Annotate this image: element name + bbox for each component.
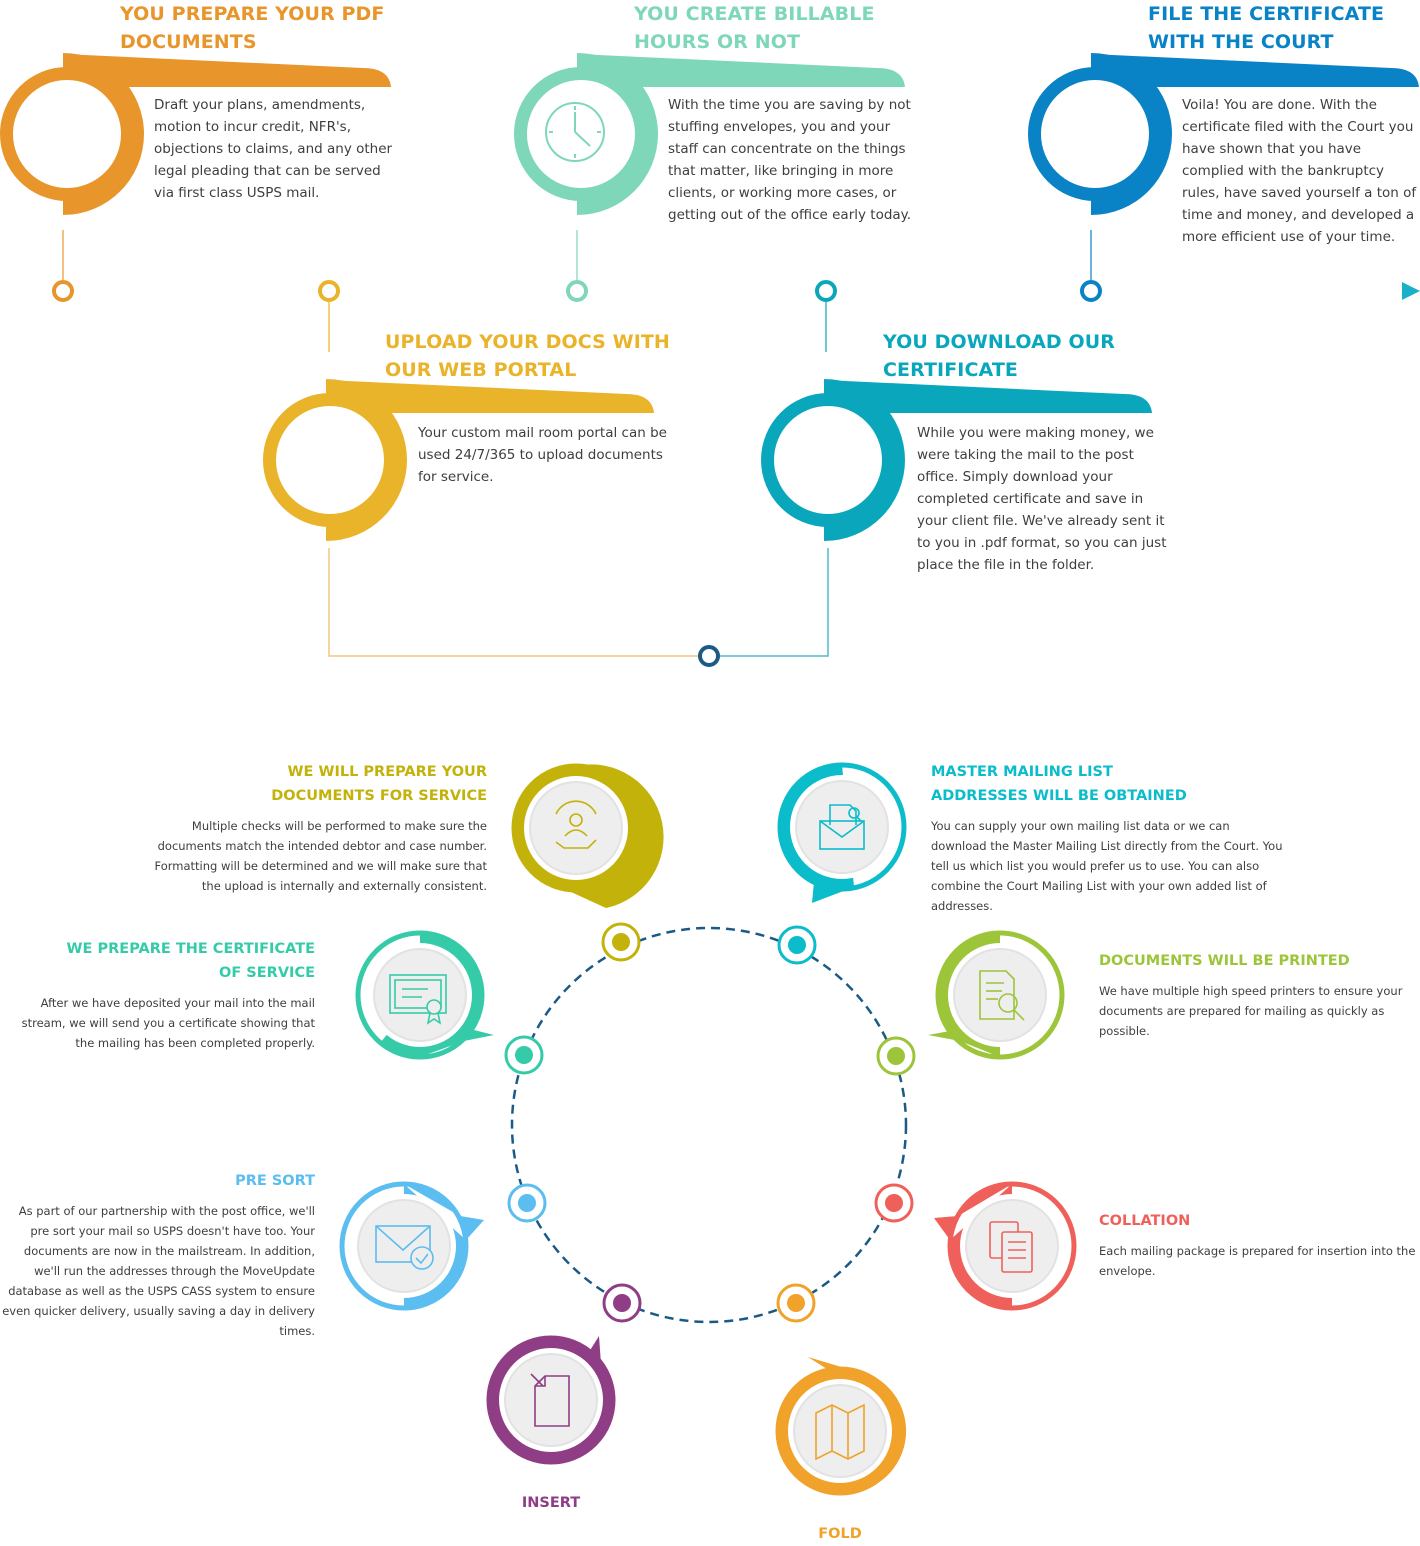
cycle-certificate-title: WE PREPARE THE CERTIFICATE OF SERVICE [66,941,315,981]
timeline-node-1 [52,280,74,302]
timeline-node-4 [815,280,837,302]
cycle-node-certificate [504,1035,544,1075]
cycle-node-collation [874,1183,914,1223]
cycle-nodes [504,922,916,1323]
timeline-node-5 [1080,280,1102,302]
cycle-mailing-list-title: MASTER MAILING LIST ADDRESSES WILL BE OB… [931,764,1187,804]
badge-prepare-pdf [0,53,391,215]
cycle-ring [510,926,908,1324]
cycle-badge-prepare [511,763,664,908]
cycle-badge-collation [934,1181,1077,1311]
cycle-collation-text: Each mailing package is prepared for ins… [1099,1244,1416,1278]
cycle-node-prepare [601,922,641,962]
copy-documents-icon [989,1221,1033,1273]
step3-text: With the time you are saving by not stuf… [668,97,912,223]
cycle-badge-fold [775,1357,907,1496]
cycle-printed-text: We have multiple high speed printers to … [1099,984,1403,1038]
cycle-printed-title: DOCUMENTS WILL BE PRINTED [1099,953,1350,969]
cycle-prepare-title: WE WILL PREPARE YOUR DOCUMENTS FOR SERVI… [271,764,487,804]
badge-download-certificate [761,379,1152,541]
cycle-badge-mailing-list [777,762,907,903]
cycle-node-fold [776,1283,816,1323]
folded-map-icon [815,1403,865,1461]
cycle-node-presort [507,1183,547,1223]
cycle-badge-certificate [355,930,494,1060]
step4-title: YOU DOWNLOAD OUR CERTIFICATE [883,331,1116,381]
timeline-node-3 [566,280,588,302]
cycle-certificate-text: After we have deposited your mail into t… [21,996,315,1050]
cycle-node-insert [602,1283,642,1323]
insert-page-icon [530,1373,570,1427]
clock-icon [545,102,605,162]
badge-file-certificate [1028,53,1419,215]
envelope-search-icon [819,804,865,850]
cycle-collation-title: COLLATION [1099,1213,1191,1229]
cycle-node-printed [876,1036,916,1076]
step5-title: FILE THE CERTIFICATE WITH THE COURT [1148,3,1385,53]
cycle-presort-title: PRE SORT [235,1173,315,1189]
step1-text: Draft your plans, amendments, motion to … [154,97,393,201]
person-check-icon [555,800,597,849]
cycle-badge-presort [339,1181,484,1311]
document-search-icon [979,970,1025,1021]
cycle-badge-printed [928,930,1065,1060]
timeline-nodes [52,280,1102,302]
step5-text: Voila! You are done. With the certificat… [1182,97,1417,245]
step1-title: YOU PREPARE YOUR PDF DOCUMENTS [120,3,385,53]
timeline-arrow-head [1402,282,1420,300]
step3-title: YOU CREATE BILLABLE HOURS OR NOT [634,3,875,53]
cycle-node-mailing-list [777,925,817,965]
timeline-loop-connector [328,548,829,667]
badge-billable-hours [514,53,905,215]
certificate-icon [389,974,447,1025]
timeline-node-2 [318,280,340,302]
loop-node [698,645,720,667]
timeline-axis [63,282,1420,300]
cycle-presort-text: As part of our partnership with the post… [2,1204,315,1338]
step2-title: UPLOAD YOUR DOCS WITH OUR WEB PORTAL [385,331,670,381]
cycle-badge-insert [486,1335,616,1465]
cycle-mailing-list-text: You can supply your own mailing list dat… [931,819,1283,913]
envelope-check-icon [375,1225,434,1270]
cycle-fold-title: FOLD [818,1526,862,1542]
cycle-prepare-text: Multiple checks will be performed to mak… [154,819,488,893]
step2-text: Your custom mail room portal can be used… [418,425,667,485]
cycle-insert-title: INSERT [521,1495,581,1511]
timeline-stems [62,230,1092,352]
badge-upload-docs [263,379,654,541]
step4-text: While you were making money, we were tak… [917,425,1167,573]
